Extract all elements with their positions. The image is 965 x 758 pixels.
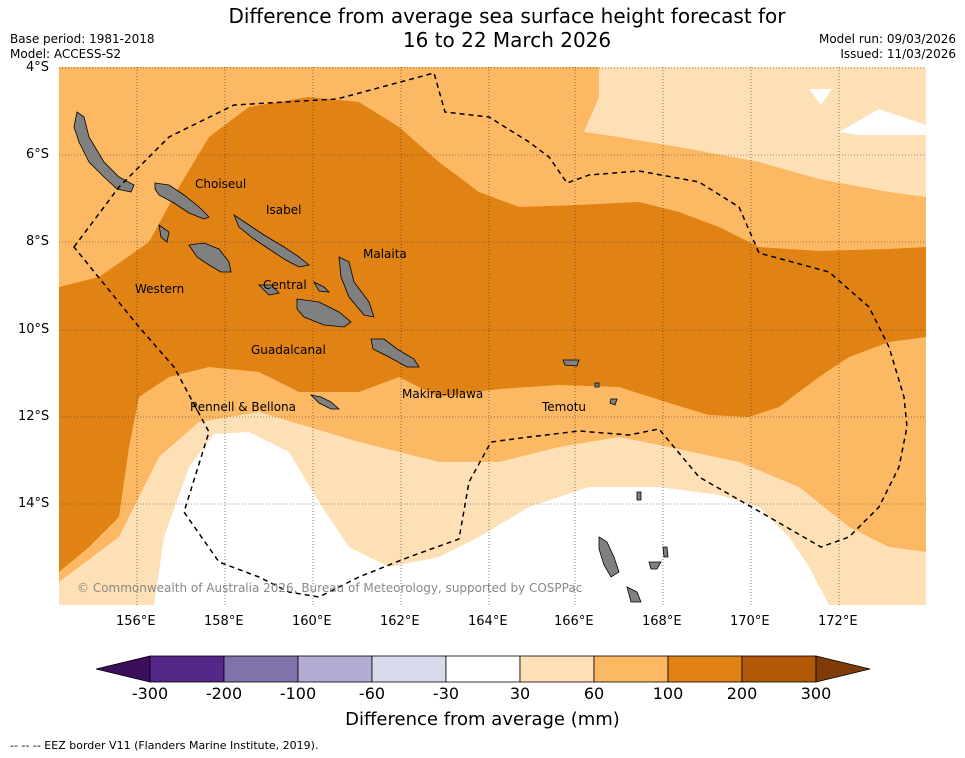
colorbar-segment-2: [223, 655, 299, 683]
island-makira: [370, 338, 420, 368]
colorbar-label-3: -60: [358, 684, 386, 703]
lat-tick-14s: 14°S: [18, 496, 50, 511]
base-period: Base period: 1981-2018: [10, 32, 155, 46]
band-30-60-ne: [584, 67, 926, 197]
colorbar-label-2: -100: [279, 684, 317, 703]
band-white-ne2: [839, 109, 926, 135]
meta-left: Base period: 1981-2018 Model: ACCESS-S2: [10, 32, 155, 62]
colorbar-segment-1: [149, 655, 225, 683]
island-espiritu-santo: [598, 536, 620, 578]
lat-tick-4s: 4°S: [26, 60, 50, 75]
colorbar-label-9: 300: [800, 684, 832, 703]
title-line1: Difference from average sea surface heig…: [228, 4, 786, 28]
island-rennell: [309, 394, 341, 410]
label-guadalcanal: Guadalcanal: [251, 343, 326, 357]
lon-tick-158e: 158°E: [204, 614, 244, 629]
colorbar-arrow-left: [96, 655, 151, 683]
lon-tick-160e: 160°E: [292, 614, 332, 629]
issued-date: Issued: 11/03/2026: [840, 47, 956, 61]
colorbar-label-5: 30: [509, 684, 531, 703]
colorbar-title: Difference from average (mm): [345, 709, 620, 730]
label-western: Western: [135, 282, 184, 296]
colorbar-label-6: 60: [583, 684, 605, 703]
label-choiseul: Choiseul: [195, 177, 246, 191]
colorbar-segment-3: [297, 655, 373, 683]
island-new-georgia: [188, 242, 232, 273]
island-guadalcanal: [296, 298, 352, 328]
island-santa-cruz: [562, 359, 580, 367]
lon-tick-162e: 162°E: [380, 614, 420, 629]
lon-tick-172e: 172°E: [818, 614, 858, 629]
lon-tick-168e: 168°E: [642, 614, 682, 629]
eez-border: [73, 72, 908, 598]
map-area: Choiseul Isabel Malaita Western Central …: [59, 67, 926, 605]
island-malekula: [626, 586, 642, 603]
label-rennell-bellona: Rennell & Bellona: [190, 400, 296, 414]
label-makira-ulawa: Makira-Ulawa: [402, 387, 483, 401]
label-isabel: Isabel: [266, 203, 301, 217]
colorbar: [96, 655, 871, 683]
lon-tick-166e: 166°E: [554, 614, 594, 629]
lon-tick-164e: 164°E: [468, 614, 508, 629]
lat-tick-8s: 8°S: [26, 234, 50, 249]
footnote: -- -- -- EEZ border V11 (Flanders Marine…: [10, 739, 319, 752]
colorbar-label-0: -300: [131, 684, 169, 703]
island-torres: [636, 491, 642, 501]
island-nggela: [258, 284, 280, 296]
island-bougainville: [73, 111, 135, 193]
chart-title: Difference from average sea surface heig…: [0, 4, 965, 52]
copyright: © Commonwealth of Australia 2026, Bureau…: [77, 581, 582, 595]
meta-right: Model run: 09/03/2026 Issued: 11/03/2026: [819, 32, 956, 62]
label-temotu: Temotu: [541, 400, 586, 414]
island-ambae: [648, 561, 662, 570]
colorbar-arrow-right: [815, 655, 871, 683]
island-isabel: [233, 213, 310, 268]
colorbar-segment-9: [741, 655, 817, 683]
lat-tick-10s: 10°S: [18, 322, 50, 337]
colorbar-segment-5: [445, 655, 521, 683]
band-white-ne1: [809, 89, 832, 105]
graticule: [59, 67, 926, 605]
lon-tick-156e: 156°E: [116, 614, 156, 629]
label-central: Central: [263, 278, 307, 292]
lat-tick-6s: 6°S: [26, 147, 50, 162]
model-run: Model run: 09/03/2026: [818, 32, 956, 46]
colorbar-segments: [96, 655, 871, 683]
island-utupua: [594, 382, 600, 388]
title-line2: 16 to 22 March 2026: [402, 28, 612, 52]
island-malaita: [338, 256, 375, 318]
colorbar-segment-8: [667, 655, 743, 683]
colorbar-segment-6: [519, 655, 595, 683]
island-vanikoro: [609, 398, 618, 406]
colorbar-label-8: 200: [726, 684, 758, 703]
islands: [73, 111, 669, 603]
colorbar-label-7: 100: [652, 684, 684, 703]
region-labels: Choiseul Isabel Malaita Western Central …: [135, 177, 586, 414]
model-name: Model: ACCESS-S2: [10, 47, 122, 61]
island-pentecost: [662, 546, 669, 558]
colorbar-segment-4: [371, 655, 447, 683]
label-malaita: Malaita: [363, 247, 407, 261]
colorbar-segment-7: [593, 655, 669, 683]
lat-tick-12s: 12°S: [18, 409, 50, 424]
lon-tick-170e: 170°E: [730, 614, 770, 629]
island-savo: [313, 281, 331, 293]
colorbar-label-4: -30: [432, 684, 460, 703]
band-100-200: [59, 97, 926, 572]
colorbar-label-1: -200: [205, 684, 243, 703]
island-vella: [158, 224, 170, 243]
island-choiseul: [154, 182, 210, 220]
